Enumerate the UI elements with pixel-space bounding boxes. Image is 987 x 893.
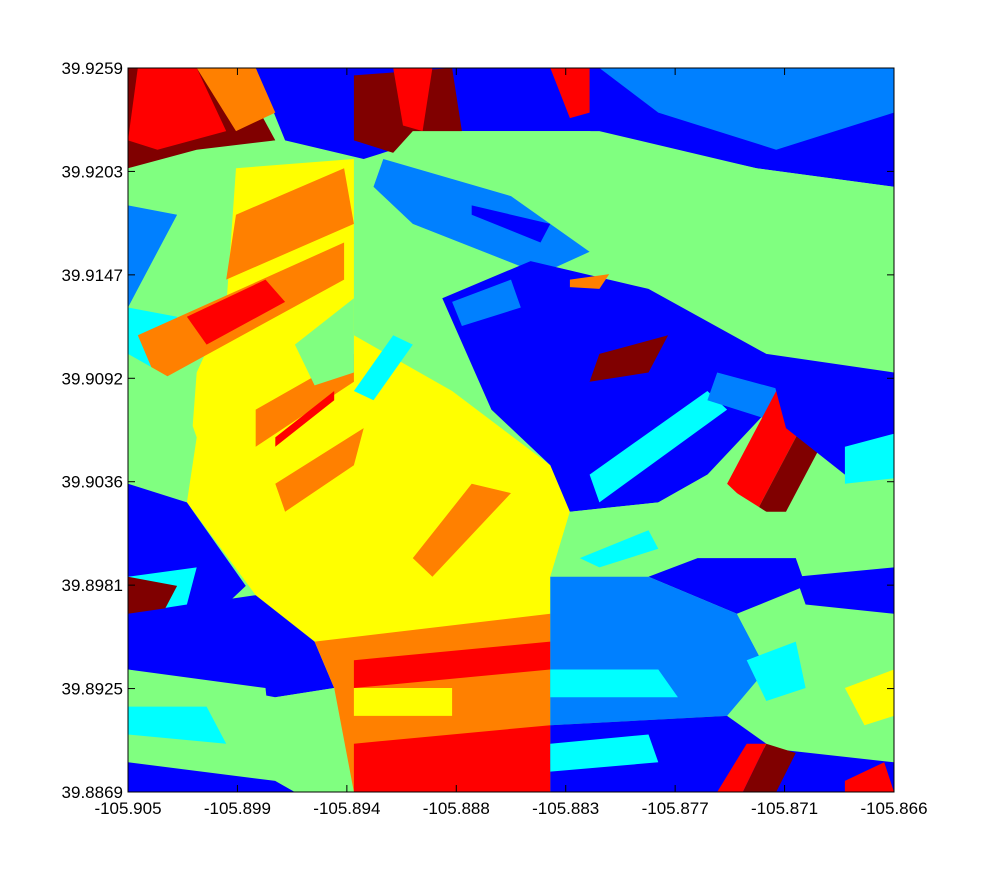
region-lightgreen-30 (275, 688, 354, 792)
region-cyan-49 (579, 530, 659, 568)
region-cyan-58 (550, 734, 659, 772)
region-red-7 (550, 68, 590, 119)
y-tick-label: 39.9147 (62, 266, 123, 285)
region-darkred-40 (589, 335, 669, 382)
region-blue-38 (442, 261, 786, 512)
x-axis: -105.905 -105.899 -105.894 -105.888 -105.883… (94, 68, 928, 818)
raster-regions (128, 68, 894, 792)
x-tick-label: -105.877 (642, 799, 709, 818)
region-red-16 (275, 391, 335, 447)
region-blue-28 (128, 762, 295, 792)
region-blue-51 (795, 567, 894, 614)
y-tick-label: 39.9036 (62, 473, 123, 492)
region-darkred-60 (742, 743, 796, 792)
region-blue-29 (255, 641, 335, 698)
region-yellow-33 (353, 688, 453, 716)
region-orange-12 (226, 168, 354, 280)
region-cyan-42 (589, 391, 728, 503)
region-cyan-47 (844, 433, 894, 484)
x-tick-label: -105.888 (423, 799, 490, 818)
region-red-32 (353, 641, 551, 688)
y-tick-label: 39.9259 (62, 59, 123, 78)
y-tick-label: 39.9203 (62, 162, 123, 181)
region-blue-37 (471, 205, 551, 243)
region-red-3 (128, 68, 227, 150)
region-red-61 (717, 743, 767, 792)
region-red-62 (844, 762, 894, 792)
region-azure-43 (707, 372, 786, 419)
region-azure-39 (452, 279, 521, 326)
y-tick-label: 39.8869 (62, 783, 123, 802)
y-tick-label: 39.9092 (62, 369, 123, 388)
region-azure-9 (128, 205, 178, 308)
region-cyan-53 (550, 669, 678, 698)
region-cyan-20 (353, 335, 413, 401)
region-lightgreen-19 (294, 298, 354, 386)
x-tick-label: -105.905 (94, 799, 161, 818)
region-blue-57 (550, 715, 767, 792)
y-tick-label: 39.8981 (62, 576, 123, 595)
region-blue-50 (648, 558, 806, 614)
region-orange-41 (569, 274, 610, 289)
region-red-34 (353, 725, 551, 792)
x-tick-label: -105.883 (532, 799, 599, 818)
y-tick-label: 39.8925 (62, 680, 123, 699)
plot-frame (127, 67, 895, 793)
region-orange-18 (412, 483, 511, 577)
region-yellow-56 (844, 669, 894, 726)
x-tick-label: -105.871 (751, 799, 818, 818)
x-tick-label: -105.894 (313, 799, 380, 818)
x-tick-label: -105.899 (204, 799, 271, 818)
region-red-6 (393, 68, 433, 132)
region-orange-4 (196, 68, 276, 132)
region-orange-17 (275, 428, 364, 512)
region-lightgreen-21 (128, 353, 197, 503)
region-red-14 (186, 279, 286, 345)
region-cyan-27 (128, 706, 227, 744)
y-axis: 39.9259 39.9203 39.9147 39.9092 39.9036 39.89… (62, 59, 894, 802)
x-tick-label: -105.866 (860, 799, 927, 818)
region-cyan-55 (746, 641, 806, 701)
plot-area (127, 67, 895, 793)
region-azure-1 (599, 68, 894, 150)
